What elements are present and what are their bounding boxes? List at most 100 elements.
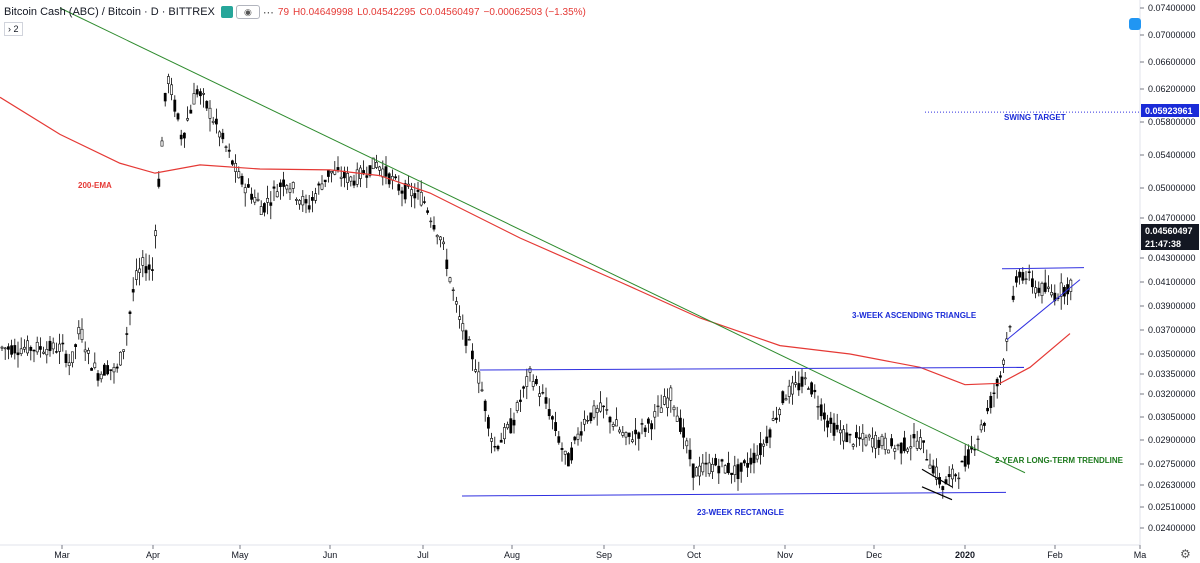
candle-body	[733, 465, 737, 476]
candle-body	[938, 477, 942, 485]
candle-body	[410, 189, 414, 197]
price-scale-button[interactable]	[1129, 18, 1141, 30]
candle-body	[573, 436, 577, 441]
symbol-title[interactable]: Bitcoin Cash (ABC) / Bitcoin · D · BITTR…	[4, 6, 215, 18]
settings-icon[interactable]: ⚙	[1180, 547, 1191, 561]
x-tick-label: Feb	[1047, 550, 1063, 560]
candle-body	[215, 118, 218, 125]
candle-body	[669, 387, 673, 401]
candle-body	[144, 266, 148, 274]
candle-body	[221, 132, 225, 140]
countdown-label-bg	[1141, 237, 1199, 250]
candle-body	[931, 465, 935, 474]
candle-body	[803, 377, 807, 380]
swing-target-price-label-bg	[1141, 104, 1199, 117]
candle-body	[243, 187, 247, 194]
y-tick-label: 0.07400000	[1148, 3, 1196, 13]
candle-body	[675, 415, 679, 422]
x-tick-label: 2020	[955, 550, 975, 560]
swing-target-price-label: 0.05923961	[1145, 106, 1193, 116]
candle-body	[781, 391, 785, 404]
candle-body	[259, 206, 263, 215]
studies-toggle[interactable]: › 2	[4, 22, 23, 36]
candle-body	[451, 289, 455, 292]
candle-body	[454, 301, 458, 305]
green-square-icon[interactable]	[220, 6, 233, 18]
rectangle-annotation: 23-WEEK RECTANGLE	[697, 508, 785, 517]
candle-body	[326, 170, 330, 177]
candle-body	[199, 91, 202, 97]
candle-body	[122, 349, 126, 352]
candle-body	[179, 134, 183, 140]
candle-body	[74, 344, 78, 347]
candle-body	[538, 393, 542, 397]
candle-body	[54, 351, 58, 353]
candle-body	[336, 167, 340, 171]
close-value: C0.04560497	[419, 6, 480, 18]
candle-body	[269, 202, 273, 206]
candle-body	[291, 182, 295, 189]
ema-line	[0, 96, 1071, 386]
candle-body	[909, 446, 913, 449]
candle-body	[266, 197, 270, 203]
triangle-top-line	[1001, 267, 1085, 270]
candle-body	[950, 468, 954, 480]
candle-body	[525, 376, 529, 387]
candle-body	[288, 188, 292, 193]
candle-body	[262, 203, 266, 213]
candle-body	[608, 416, 612, 423]
candle-body	[310, 197, 314, 201]
candle-body	[790, 382, 794, 395]
candle-body	[755, 454, 759, 460]
trendline	[59, 7, 1026, 474]
candle-body	[1047, 286, 1050, 289]
more-icon[interactable]: ⋯	[262, 6, 274, 19]
candle-body	[45, 349, 49, 356]
candle-body	[365, 175, 369, 178]
candle-body	[902, 437, 906, 452]
candle-body	[93, 362, 97, 368]
candle-body	[176, 113, 180, 120]
candle-body	[851, 444, 855, 447]
candle-body	[275, 191, 279, 198]
candle-body	[208, 107, 212, 119]
candle-body	[512, 419, 516, 426]
candle-body	[694, 467, 698, 477]
candle-body	[422, 201, 426, 203]
candle-body	[723, 465, 727, 474]
candle-body	[685, 440, 689, 447]
candle-body	[128, 311, 132, 314]
candle-body	[624, 432, 628, 438]
candle-body	[1008, 326, 1012, 328]
candle-body	[579, 431, 583, 436]
candle-body	[435, 235, 439, 238]
candle-body	[0, 346, 4, 349]
candle-body	[714, 458, 718, 466]
candle-body	[915, 440, 919, 449]
candle-body	[147, 264, 151, 270]
candle-body	[253, 197, 257, 203]
candle-body	[845, 432, 849, 443]
y-tick-label: 0.04300000	[1148, 253, 1196, 263]
candle-body	[87, 350, 90, 354]
candle-body	[688, 449, 692, 460]
candle-body	[566, 453, 570, 467]
candle-body	[986, 407, 990, 412]
candle-body	[819, 404, 823, 417]
candle-body	[547, 409, 551, 417]
candle-body	[458, 316, 462, 320]
candle-body	[698, 465, 702, 477]
y-tick-label: 0.03900000	[1148, 301, 1196, 311]
candle-body	[726, 462, 730, 474]
candle-body	[22, 346, 26, 350]
candle-body	[339, 176, 343, 179]
candle-body	[947, 474, 951, 478]
candle-body	[822, 412, 826, 420]
candle-body	[119, 351, 122, 366]
candle-body	[346, 173, 350, 183]
candle-body	[445, 259, 449, 269]
swing-target-annotation: SWING TARGET	[1004, 113, 1066, 122]
candle-body	[531, 381, 535, 387]
eye-icon[interactable]: ◉	[235, 5, 260, 19]
